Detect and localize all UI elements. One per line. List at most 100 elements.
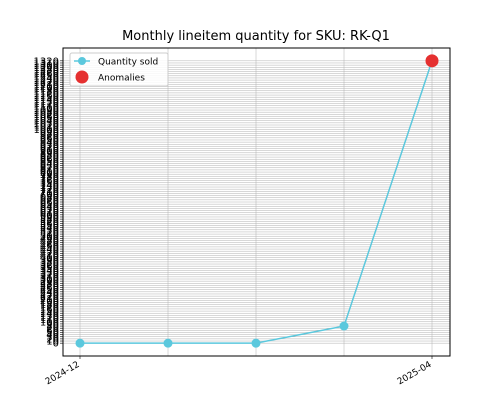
y-tick-label: 1180 [34,86,59,97]
x-axis-ticks: 2024-12 2025-04 [44,356,434,387]
legend-box [69,52,169,87]
y-tick-label: 720 [40,185,59,196]
y-tick-label: 40 [46,330,59,341]
y-tick-label: 1190 [34,84,59,95]
y-tick-label: 440 [40,245,59,256]
y-tick-label: 550 [40,221,59,232]
y-tick-label: 850 [40,157,59,168]
y-tick-label: 320 [40,270,59,281]
y-tick-label: 740 [40,180,59,191]
data-point [251,338,261,348]
y-tick-label: 360 [40,262,59,273]
y-tick-label: 430 [40,247,59,258]
y-tick-label: 770 [40,174,59,185]
gridlines [63,48,450,356]
y-tick-label: 460 [40,240,59,251]
y-tick-label: 150 [40,307,59,318]
y-tick-label: 880 [40,150,59,161]
y-tick-label: 50 [46,328,59,339]
y-tick-label: 100 [40,317,59,328]
chart-title: Monthly lineitem quantity for SKU: RK-Q1 [122,29,390,44]
y-tick-label: 1250 [34,71,59,82]
y-tick-label: 30 [46,332,59,343]
y-tick-label: 450 [40,242,59,253]
data-point [163,338,173,348]
y-tick-label: 780 [40,172,59,183]
y-tick-label: 480 [40,236,59,247]
y-tick-label: 20 [46,334,59,345]
y-tick-label: 1120 [34,99,59,110]
y-tick-label: 170 [40,302,59,313]
y-tick-label: 1270 [34,67,59,78]
y-tick-label: 290 [40,277,59,288]
y-tick-label: 670 [40,195,59,206]
y-tick-label: 310 [40,272,59,283]
y-tick-label: 690 [40,191,59,202]
y-tick-label: 420 [40,249,59,260]
y-tick-label: 650 [40,200,59,211]
y-axis-ticks: 0102030405060708090100110120130140150160… [34,56,63,350]
y-tick-label: 730 [40,183,59,194]
y-tick-label: 1000 [34,125,59,136]
y-tick-label: 80 [46,322,59,333]
y-tick-label: 940 [40,138,59,149]
y-tick-label: 280 [40,279,59,290]
y-tick-label: 1040 [34,116,59,127]
y-tick-label: 190 [40,298,59,309]
legend-marker-anomalies [75,70,89,84]
y-tick-label: 130 [40,311,59,322]
y-tick-label: 330 [40,268,59,279]
y-tick-label: 860 [40,155,59,166]
y-tick-label: 160 [40,304,59,315]
y-tick-label: 1050 [34,114,59,125]
y-tick-label: 260 [40,283,59,294]
y-tick-label: 400 [40,253,59,264]
y-tick-label: 930 [40,140,59,151]
y-tick-label: 1010 [34,123,59,134]
y-tick-label: 960 [40,133,59,144]
y-tick-label: 90 [46,319,59,330]
y-tick-label: 570 [40,217,59,228]
y-tick-label: 500 [40,232,59,243]
y-tick-label: 490 [40,234,59,245]
y-tick-label: 370 [40,260,59,271]
y-tick-label: 870 [40,153,59,164]
plot-frame [62,47,451,357]
y-tick-label: 980 [40,129,59,140]
y-tick-label: 1220 [34,78,59,89]
y-tick-label: 1160 [34,91,59,102]
y-tick-label: 120 [40,313,59,324]
y-tick-label: 610 [40,208,59,219]
y-tick-label: 620 [40,206,59,217]
y-tick-label: 1240 [34,73,59,84]
y-tick-label: 1070 [34,110,59,121]
y-tick-label: 820 [40,163,59,174]
legend: Quantity sold Anomalies [69,52,169,87]
y-tick-label: 580 [40,215,59,226]
y-tick-label: 710 [40,187,59,198]
y-tick-label: 1230 [34,76,59,87]
y-tick-label: 1130 [34,97,59,108]
y-tick-label: 70 [46,324,59,335]
y-tick-label: 1200 [34,82,59,93]
y-tick-label: 530 [40,225,59,236]
y-tick-label: 840 [40,159,59,170]
y-tick-label: 220 [40,292,59,303]
y-tick-label: 1300 [34,61,59,72]
y-tick-label: 240 [40,287,59,298]
y-tick-label: 1210 [34,80,59,91]
y-tick-label: 760 [40,176,59,187]
y-tick-label: 380 [40,257,59,268]
y-tick-label: 600 [40,210,59,221]
y-tick-label: 750 [40,178,59,189]
y-tick-label: 210 [40,294,59,305]
legend-marker-quantity [78,57,86,65]
y-tick-label: 1060 [34,112,59,123]
y-tick-label: 1080 [34,108,59,119]
y-tick-label: 890 [40,148,59,159]
y-tick-label: 540 [40,223,59,234]
y-tick-label: 1280 [34,65,59,76]
y-tick-label: 790 [40,170,59,181]
y-tick-label: 0 [53,339,59,350]
